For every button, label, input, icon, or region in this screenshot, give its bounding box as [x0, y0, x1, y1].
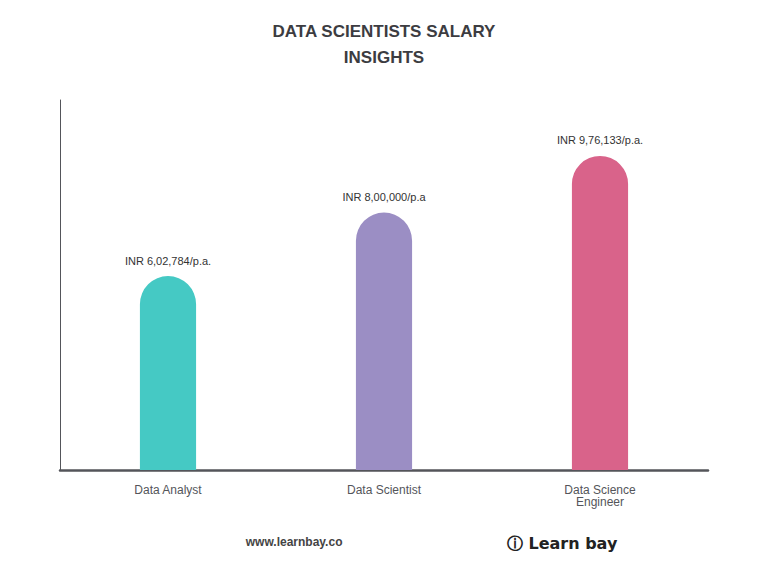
svg-text:INR 9,76,133/p.a.: INR 9,76,133/p.a.	[557, 134, 643, 146]
svg-text:www.learnbay.co: www.learnbay.co	[245, 535, 343, 549]
svg-text:DATA SCIENTISTS SALARY: DATA SCIENTISTS SALARY	[273, 22, 497, 41]
svg-text:INSIGHTS: INSIGHTS	[344, 48, 424, 67]
svg-text:Data Analyst: Data Analyst	[134, 483, 202, 497]
svg-text:ⓘ Learn bay: ⓘ Learn bay	[507, 534, 618, 553]
svg-text:INR 8,00,000/p.a: INR 8,00,000/p.a	[342, 191, 426, 203]
svg-text:INR 6,02,784/p.a.: INR 6,02,784/p.a.	[125, 255, 211, 267]
svg-text:Engineer: Engineer	[576, 495, 624, 509]
svg-text:Data Science: Data Science	[564, 483, 636, 497]
svg-text:Data Scientist: Data Scientist	[347, 483, 422, 497]
